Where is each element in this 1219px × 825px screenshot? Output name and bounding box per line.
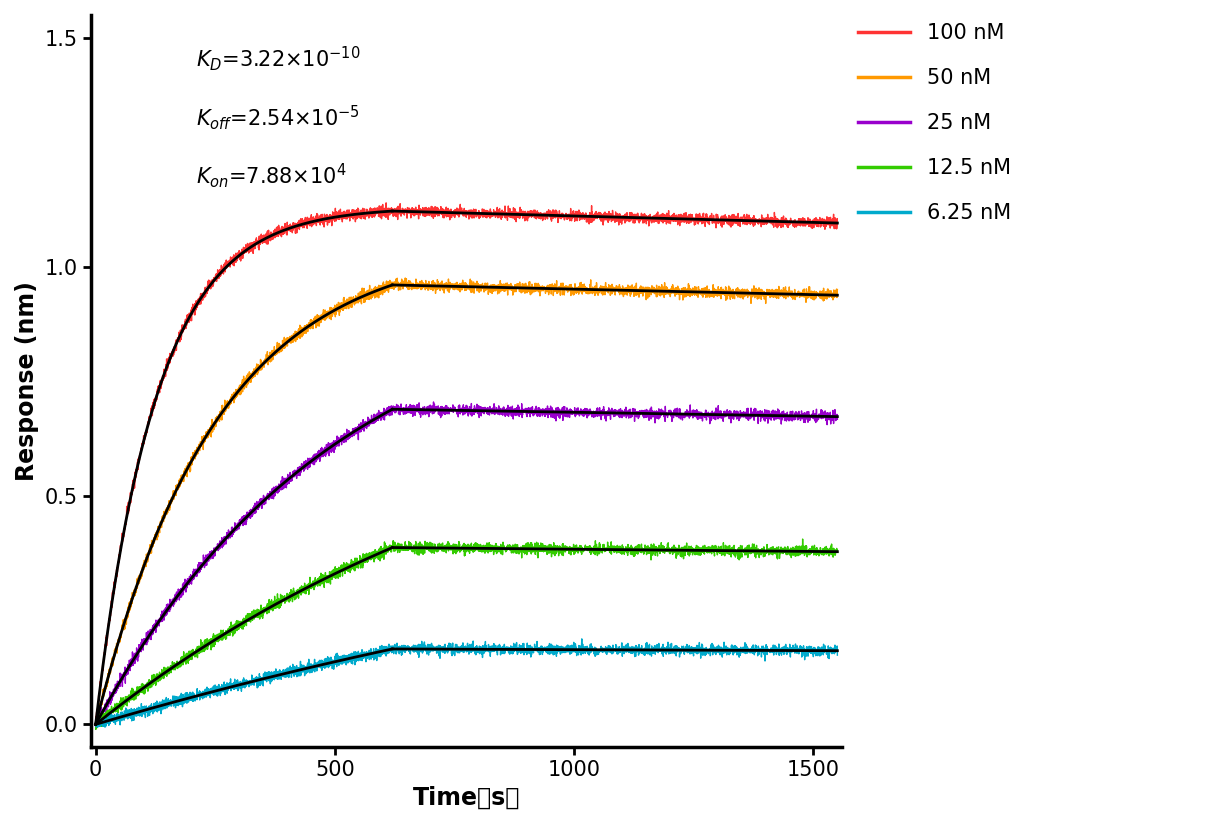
- X-axis label: Time（s）: Time（s）: [413, 786, 521, 810]
- Y-axis label: Response (nm): Response (nm): [15, 281, 39, 481]
- Text: $K_{off}$=2.54×10$^{-5}$: $K_{off}$=2.54×10$^{-5}$: [196, 103, 360, 132]
- Text: $K_{on}$=7.88×10$^{4}$: $K_{on}$=7.88×10$^{4}$: [196, 162, 346, 191]
- Text: $K_D$=3.22×10$^{-10}$: $K_D$=3.22×10$^{-10}$: [196, 45, 361, 73]
- Legend: 100 nM, 50 nM, 25 nM, 12.5 nM, 6.25 nM: 100 nM, 50 nM, 25 nM, 12.5 nM, 6.25 nM: [850, 15, 1019, 232]
